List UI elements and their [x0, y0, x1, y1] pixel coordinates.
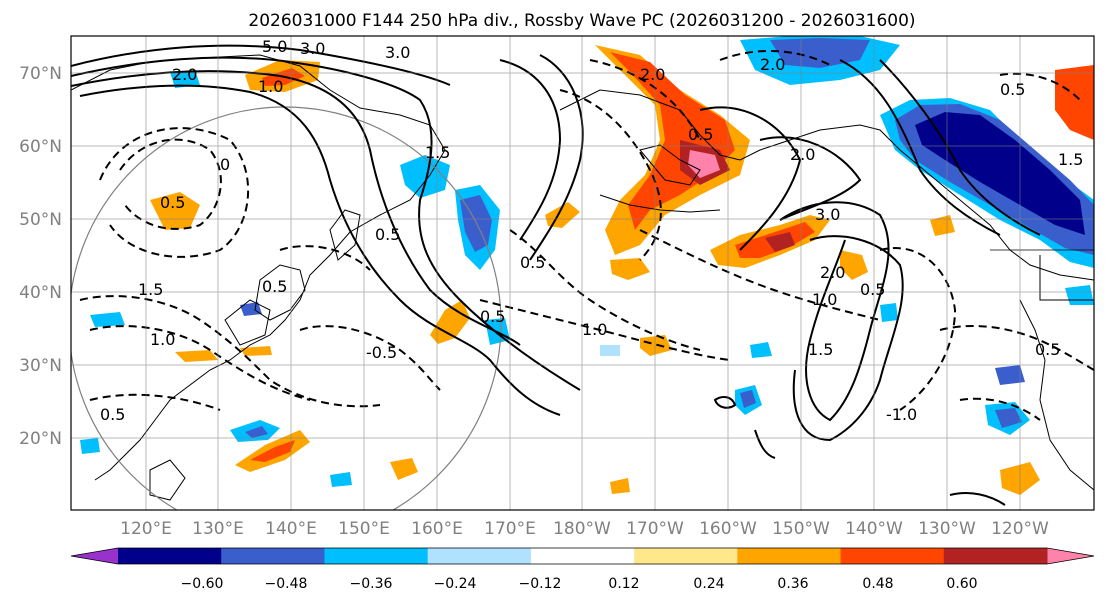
colorbar-tick-label: −0.24 [434, 576, 477, 592]
chart-title: 2026031000 F144 250 hPa div., Rossby Wav… [248, 11, 915, 31]
colorbar-segment [840, 548, 945, 564]
contour-label: 0.5 [480, 307, 505, 326]
colorbar-segment [634, 548, 738, 564]
lon-label: 180°W [553, 519, 611, 539]
lat-label-60n: 60°N [19, 137, 62, 157]
colorbar-outline [70, 547, 1095, 565]
contour-label: 0 [220, 155, 230, 174]
colorbar-tick-label: 0.24 [693, 576, 724, 592]
contour-label: 0.5 [688, 125, 713, 144]
contour-label: 0.5 [520, 253, 545, 272]
contour-label: 0.5 [1035, 340, 1060, 359]
lon-label: 160°W [699, 519, 757, 539]
contour-label: 3.0 [300, 39, 325, 58]
lon-label: 140°W [845, 519, 903, 539]
contour-label: 1.0 [258, 77, 283, 96]
contour-label: 2.0 [172, 65, 197, 84]
lon-label: 120°W [991, 519, 1049, 539]
contour-label: 1.5 [1058, 150, 1083, 169]
colorbar-segment [530, 548, 635, 564]
contour-label: 0.5 [100, 405, 125, 424]
colorbar-ticks: −0.60 −0.48 −0.36 −0.24 −0.12 0.12 0.24 … [181, 576, 978, 592]
lon-label: 150°W [772, 519, 830, 539]
colorbar-segment [943, 548, 1048, 564]
graticule [71, 36, 1094, 510]
contour-label: 1.5 [138, 280, 163, 299]
contour-label: 0.5 [375, 225, 400, 244]
lat-label-30n: 30°N [19, 356, 62, 376]
contour-label: 0.5 [160, 193, 185, 212]
colorbar-extend-low [71, 548, 118, 564]
longitude-labels: 120°E 130°E 140°E 150°E 160°E 170°E 180°… [120, 519, 1049, 539]
contour-label: 1.0 [582, 320, 607, 339]
colorbar-segment [427, 548, 532, 564]
contour-label: 5.0 [262, 37, 287, 56]
colorbar-extend-high [1047, 548, 1094, 564]
contour-label: 2.0 [640, 65, 665, 84]
contour-label: -1.0 [886, 405, 917, 424]
contour-label: 2.0 [820, 263, 845, 282]
contour-label: 2.0 [790, 145, 815, 164]
lon-label: 120°E [120, 519, 172, 539]
colorbar-tick-label: −0.60 [181, 576, 224, 592]
lat-label-50n: 50°N [19, 210, 62, 230]
colorbar-tick-label: 0.12 [608, 576, 639, 592]
colorbar-tick-label: −0.36 [350, 576, 393, 592]
dashed-contours [79, 50, 1094, 421]
solid-contours [71, 44, 1041, 506]
contour-label: 2.0 [760, 55, 785, 74]
colorbar-tick-label: 0.36 [777, 576, 808, 592]
colorbar-tick-label: −0.48 [265, 576, 308, 592]
colorbar-tick-label: −0.12 [519, 576, 562, 592]
contour-label: -0.5 [366, 343, 397, 362]
lon-label: 140°E [265, 519, 317, 539]
lat-label-40n: 40°N [19, 283, 62, 303]
contour-label: 0.5 [1000, 80, 1025, 99]
contour-label: 1.0 [150, 330, 175, 349]
colorbar-segment [118, 548, 222, 564]
lat-label-70n: 70°N [19, 64, 62, 84]
colorbar-tick-label: 0.48 [862, 576, 893, 592]
contour-label: 1.5 [425, 143, 450, 162]
contour-labels: 5.0 3.0 3.0 2.0 1.0 1.5 2.0 2.0 3.0 0.5 … [100, 37, 1083, 424]
contour-label: 3.0 [815, 205, 840, 224]
lat-label-20n: 20°N [19, 429, 62, 449]
lon-label: 170°W [626, 519, 684, 539]
colorbar-tick-label: 0.60 [946, 576, 977, 592]
colorbar-segments [118, 548, 1048, 564]
contour-label: 0.5 [860, 280, 885, 299]
contour-label: 1.0 [812, 290, 837, 309]
lon-label: 130°E [192, 519, 244, 539]
contour-label: 1.5 [808, 340, 833, 359]
colorbar-segment [221, 548, 325, 564]
colorbar-segment [324, 548, 429, 564]
lon-label: 130°W [918, 519, 976, 539]
latitude-labels: 70°N 60°N 50°N 40°N 30°N 20°N [19, 64, 62, 449]
contour-label: 3.0 [385, 43, 410, 62]
lon-label: 160°E [411, 519, 463, 539]
lon-label: 150°E [338, 519, 390, 539]
map-panel: 5.0 3.0 3.0 2.0 1.0 1.5 2.0 2.0 3.0 0.5 … [70, 35, 1095, 511]
colorbar-segment [737, 548, 842, 564]
lon-label: 170°E [484, 519, 536, 539]
colorbar: −0.60 −0.48 −0.36 −0.24 −0.12 0.12 0.24 … [70, 547, 1095, 592]
contour-label: 0.5 [262, 277, 287, 296]
